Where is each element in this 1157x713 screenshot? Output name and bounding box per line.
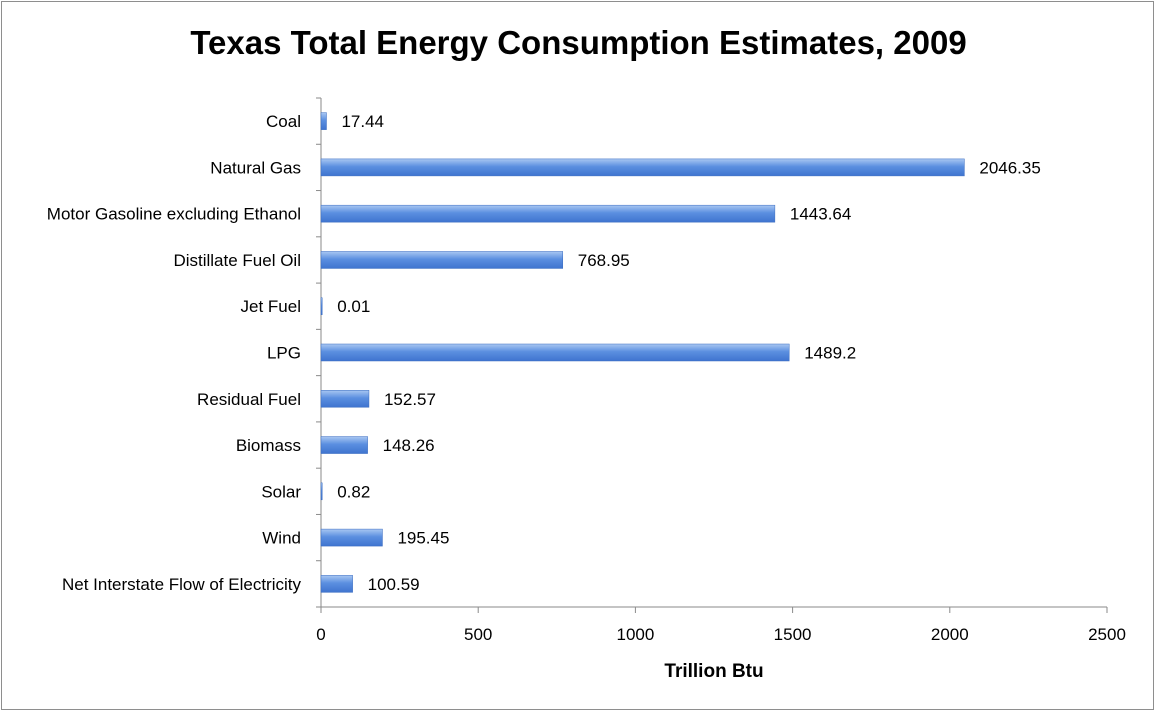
value-label: 100.59 [368,575,420,594]
bar [320,528,383,547]
bar [320,343,790,362]
category-label: Residual Fuel [197,390,301,409]
value-label: 0.01 [337,297,370,316]
category-label: Coal [266,112,301,131]
value-label: 195.45 [397,529,449,548]
value-label: 17.44 [341,112,384,131]
bar [320,482,323,501]
value-label: 1443.64 [790,205,851,224]
category-label: Wind [262,529,301,548]
bar [320,204,776,223]
bar [320,390,370,408]
x-tick-label: 1000 [616,625,654,644]
x-tick-label: 1500 [774,625,812,644]
category-label: Distillate Fuel Oil [173,251,301,270]
category-label: Biomass [236,436,301,455]
bar [320,158,965,177]
category-label: Solar [261,482,301,501]
value-label: 152.57 [384,390,436,409]
value-label: 1489.2 [804,344,856,363]
x-tick-label: 500 [464,625,492,644]
category-label: Net Interstate Flow of Electricity [62,575,302,594]
bar [320,436,368,454]
x-tick-label: 0 [316,625,325,644]
bar [320,575,353,593]
x-tick-label: 2500 [1088,625,1126,644]
value-label: 0.82 [337,482,370,501]
category-label: Jet Fuel [241,297,301,316]
bar [320,112,327,130]
value-label: 148.26 [383,436,435,455]
chart-title: Texas Total Energy Consumption Estimates… [190,24,967,61]
category-label: Motor Gasoline excluding Ethanol [47,205,301,224]
category-label: Natural Gas [210,158,301,177]
category-label: LPG [267,344,301,363]
x-axis-title: Trillion Btu [664,661,763,682]
labels: 0 500 1000 1500 2000 2500 Coal 17.44 Natural Gas… [47,112,1126,644]
value-label: 768.95 [578,251,630,270]
bar [320,297,323,315]
x-tick-label: 2000 [931,625,969,644]
value-label: 2046.35 [979,158,1040,177]
bar [320,251,564,269]
bars [320,112,965,593]
